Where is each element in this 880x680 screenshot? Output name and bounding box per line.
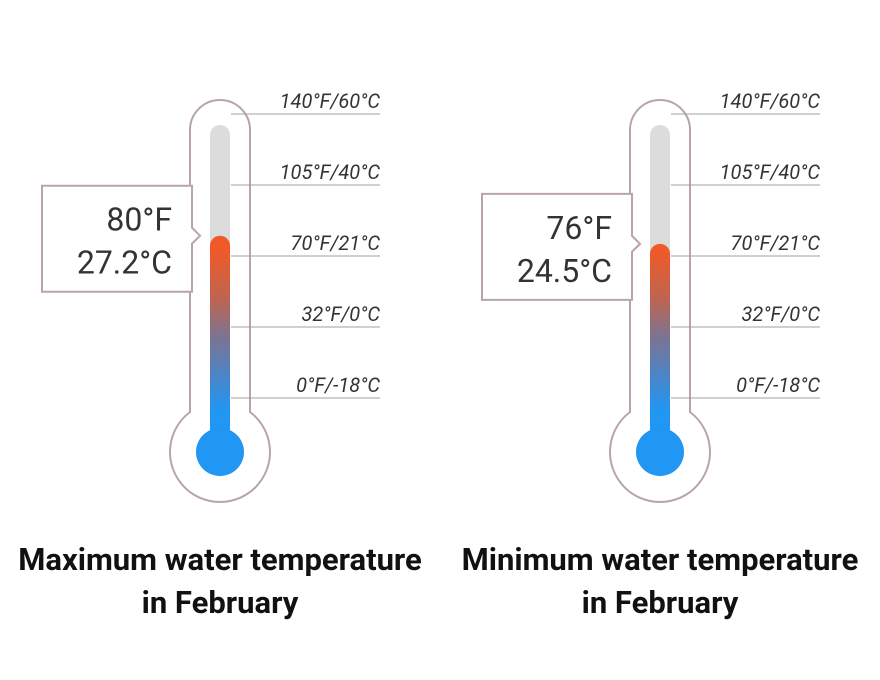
tick-label: 32°F/0°C (741, 302, 820, 326)
value-label: 76°F (546, 209, 612, 247)
gauge-title: Minimum water temperature in February (461, 541, 859, 621)
tick-label: 105°F/40°C (720, 160, 821, 184)
gauge-title: Maximum water temperature in February (18, 541, 422, 621)
gauge: 140°F/60°C 105°F/40°C 70°F/21°C 32°F/0°C 0°F… (481, 89, 821, 503)
chart: 140°F/60°C 105°F/40°C 70°F/21°C 32°F/0°C 0°F… (41, 89, 821, 503)
tick-label: 0°F/-18°C (736, 373, 820, 397)
value-box (41, 184, 202, 293)
value-label: 27.2°C (77, 244, 172, 282)
tick-label: 140°F/60°C (720, 89, 821, 113)
tick-label: 32°F/0°C (301, 302, 380, 326)
tick-label: 70°F/21°C (291, 231, 381, 255)
mercury (650, 243, 670, 452)
gauge: 140°F/60°C 105°F/40°C 70°F/21°C 32°F/0°C 0°F… (41, 89, 381, 503)
value-label: 80°F (106, 201, 172, 239)
value-box (481, 192, 642, 301)
tick-label: 105°F/40°C (280, 160, 381, 184)
mercury (210, 235, 230, 452)
tick-label: 70°F/21°C (731, 231, 821, 255)
bulb (196, 428, 244, 476)
value-label: 24.5°C (517, 252, 612, 290)
tick-label: 140°F/60°C (280, 89, 381, 113)
tick-label: 0°F/-18°C (296, 373, 380, 397)
bulb (636, 428, 684, 476)
